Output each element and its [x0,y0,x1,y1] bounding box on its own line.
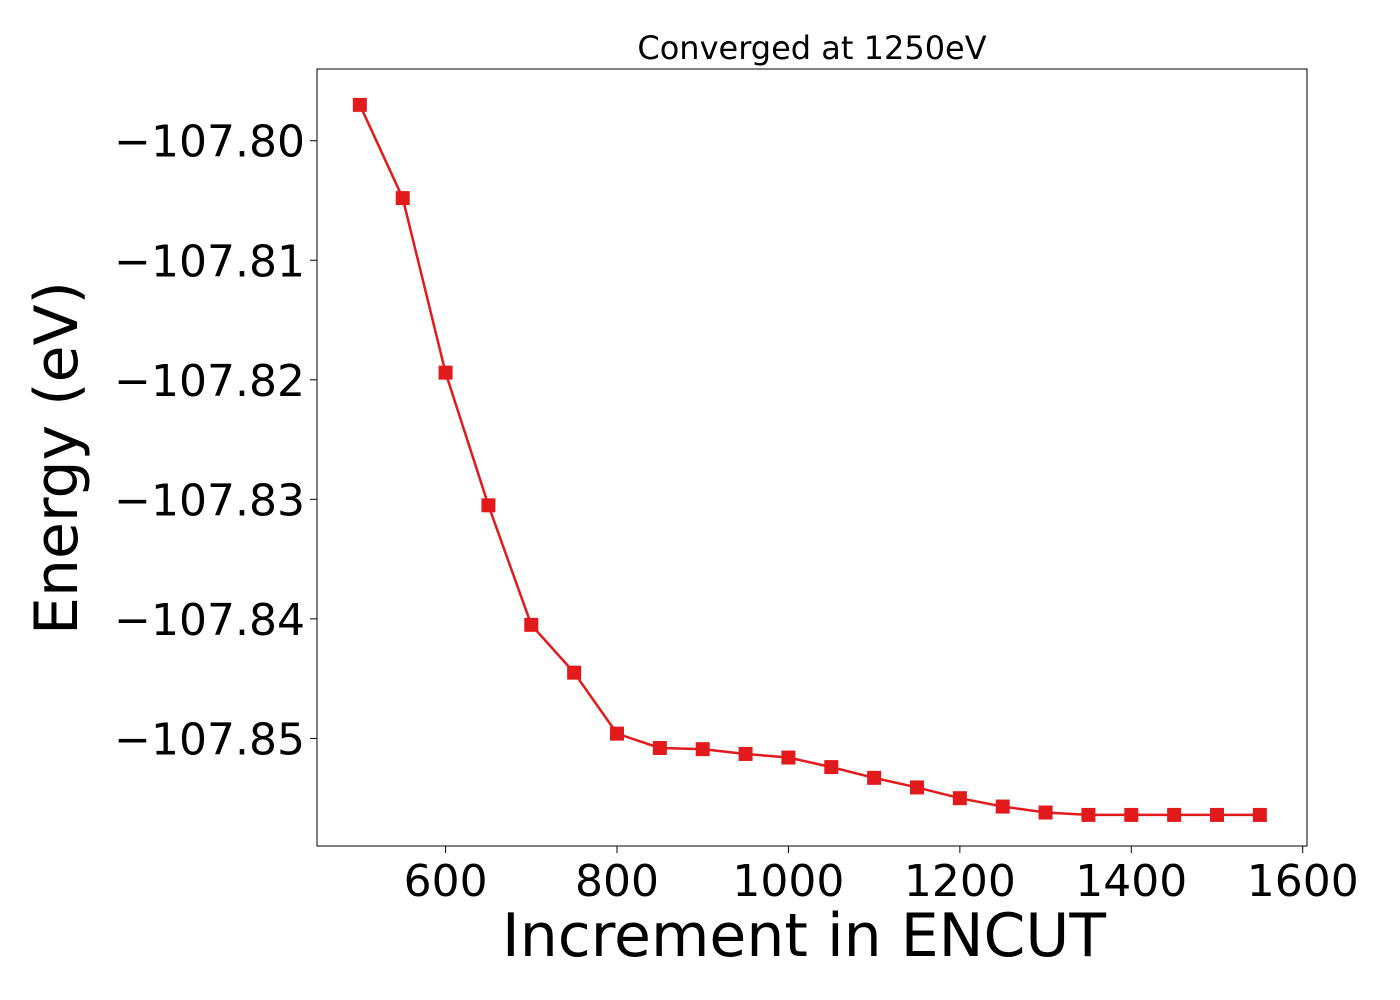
x-axis: 600 800 1000 1200 1400 1600 [404,846,1359,907]
data-point [1167,807,1182,822]
data-point [738,746,753,761]
data-point [1081,807,1096,822]
y-tick-label: −107.84 [114,595,305,646]
data-point [610,726,624,741]
data-point [952,791,967,806]
data-point [567,665,582,680]
data-point [1038,805,1053,820]
data-point [524,617,539,632]
y-axis-label: Energy (eV) [22,281,92,635]
y-tick-label: −107.80 [114,117,305,168]
data-point [1124,807,1139,822]
x-tick-label: 800 [575,856,659,907]
x-tick-label: 1400 [1075,856,1187,907]
y-tick-label: −107.85 [114,714,305,765]
data-point [995,799,1010,814]
y-tick-label: −107.81 [114,236,305,287]
data-point [781,750,796,765]
data-point [867,770,882,785]
y-tick-label: −107.82 [114,356,305,407]
y-tick-label: −107.83 [114,475,305,526]
data-point [824,760,839,775]
chart-title: Converged at 1250eV [637,29,986,67]
data-point [1210,807,1224,822]
y-axis: −107.80 −107.81 −107.82 −107.83 −107.84 −107.… [114,117,317,765]
data-point [352,97,367,112]
x-axis-label: Increment in ENCUT [502,901,1106,971]
x-tick-label: 600 [404,856,488,907]
data-point [1252,807,1267,822]
data-point [652,740,667,755]
data-point [695,742,710,757]
series-line [358,104,1260,817]
x-tick-label: 1000 [732,856,844,907]
x-tick-label: 1200 [904,856,1016,907]
data-point [395,191,410,206]
data-point [438,365,453,380]
series-layer [352,97,1267,822]
data-point [910,780,924,795]
plot-frame [316,68,1308,847]
x-tick-label: 1600 [1247,856,1359,907]
data-point [481,498,496,513]
plot-area [316,68,1308,847]
